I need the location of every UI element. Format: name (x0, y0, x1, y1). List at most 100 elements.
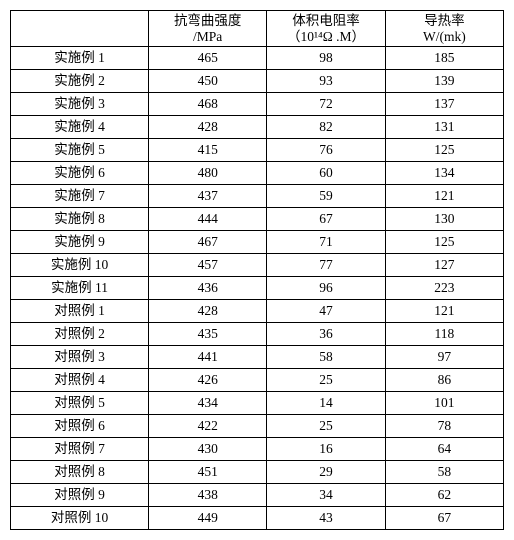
table-head: 抗弯曲强度 /MPa 体积电阻率 （10¹⁴Ω .M） 导热率 W/(mk) (11, 11, 504, 47)
cell-volume-resistivity: 58 (267, 346, 385, 369)
cell-thermal-conductivity: 185 (385, 47, 503, 70)
cell-thermal-conductivity: 97 (385, 346, 503, 369)
cell-flexural-strength: 451 (149, 461, 267, 484)
table-row: 实施例 541576125 (11, 139, 504, 162)
cell-flexural-strength: 438 (149, 484, 267, 507)
table-row: 对照例 543414101 (11, 392, 504, 415)
cell-volume-resistivity: 71 (267, 231, 385, 254)
cell-volume-resistivity: 36 (267, 323, 385, 346)
row-label: 对照例 6 (11, 415, 149, 438)
cell-flexural-strength: 444 (149, 208, 267, 231)
cell-volume-resistivity: 72 (267, 93, 385, 116)
cell-flexural-strength: 435 (149, 323, 267, 346)
col-header-3-line1: 导热率 (390, 13, 499, 29)
data-table: 抗弯曲强度 /MPa 体积电阻率 （10¹⁴Ω .M） 导热率 W/(mk) 实… (10, 10, 504, 530)
cell-thermal-conductivity: 131 (385, 116, 503, 139)
col-header-3: 导热率 W/(mk) (385, 11, 503, 47)
table-row: 对照例 243536118 (11, 323, 504, 346)
cell-thermal-conductivity: 101 (385, 392, 503, 415)
col-header-3-line2: W/(mk) (390, 29, 499, 45)
row-label: 对照例 2 (11, 323, 149, 346)
cell-thermal-conductivity: 118 (385, 323, 503, 346)
cell-flexural-strength: 468 (149, 93, 267, 116)
cell-volume-resistivity: 82 (267, 116, 385, 139)
col-header-2: 体积电阻率 （10¹⁴Ω .M） (267, 11, 385, 47)
cell-flexural-strength: 449 (149, 507, 267, 530)
table-row: 实施例 146598185 (11, 47, 504, 70)
row-label: 实施例 5 (11, 139, 149, 162)
row-label: 实施例 7 (11, 185, 149, 208)
row-label: 实施例 4 (11, 116, 149, 139)
cell-volume-resistivity: 29 (267, 461, 385, 484)
row-label: 对照例 4 (11, 369, 149, 392)
cell-flexural-strength: 436 (149, 277, 267, 300)
cell-thermal-conductivity: 130 (385, 208, 503, 231)
cell-thermal-conductivity: 137 (385, 93, 503, 116)
row-label: 对照例 5 (11, 392, 149, 415)
table-row: 对照例 94383462 (11, 484, 504, 507)
table-row: 实施例 648060134 (11, 162, 504, 185)
table-row: 实施例 245093139 (11, 70, 504, 93)
table-row: 对照例 64222578 (11, 415, 504, 438)
table-body: 实施例 146598185实施例 245093139实施例 346872137实… (11, 47, 504, 530)
cell-volume-resistivity: 43 (267, 507, 385, 530)
cell-volume-resistivity: 67 (267, 208, 385, 231)
cell-flexural-strength: 428 (149, 300, 267, 323)
col-header-2-line1: 体积电阻率 (271, 13, 380, 29)
cell-flexural-strength: 450 (149, 70, 267, 93)
col-header-2-line2: （10¹⁴Ω .M） (271, 29, 380, 45)
cell-volume-resistivity: 77 (267, 254, 385, 277)
cell-volume-resistivity: 25 (267, 369, 385, 392)
cell-thermal-conductivity: 62 (385, 484, 503, 507)
table-row: 实施例 346872137 (11, 93, 504, 116)
row-label: 实施例 11 (11, 277, 149, 300)
row-label: 实施例 10 (11, 254, 149, 277)
row-label: 对照例 3 (11, 346, 149, 369)
cell-thermal-conductivity: 121 (385, 300, 503, 323)
row-label: 实施例 8 (11, 208, 149, 231)
table-row: 对照例 34415897 (11, 346, 504, 369)
cell-volume-resistivity: 96 (267, 277, 385, 300)
table-row: 对照例 142847121 (11, 300, 504, 323)
cell-flexural-strength: 441 (149, 346, 267, 369)
row-label: 对照例 9 (11, 484, 149, 507)
cell-flexural-strength: 480 (149, 162, 267, 185)
row-label: 对照例 8 (11, 461, 149, 484)
cell-flexural-strength: 415 (149, 139, 267, 162)
table-row: 实施例 1143696223 (11, 277, 504, 300)
cell-thermal-conductivity: 67 (385, 507, 503, 530)
col-header-1-line1: 抗弯曲强度 (153, 13, 262, 29)
cell-thermal-conductivity: 223 (385, 277, 503, 300)
table-row: 对照例 104494367 (11, 507, 504, 530)
row-label: 实施例 2 (11, 70, 149, 93)
table-row: 实施例 946771125 (11, 231, 504, 254)
cell-volume-resistivity: 16 (267, 438, 385, 461)
table-row: 实施例 743759121 (11, 185, 504, 208)
cell-flexural-strength: 457 (149, 254, 267, 277)
cell-volume-resistivity: 60 (267, 162, 385, 185)
table-row: 对照例 44262586 (11, 369, 504, 392)
cell-volume-resistivity: 14 (267, 392, 385, 415)
row-label: 实施例 6 (11, 162, 149, 185)
cell-flexural-strength: 437 (149, 185, 267, 208)
cell-thermal-conductivity: 58 (385, 461, 503, 484)
cell-volume-resistivity: 98 (267, 47, 385, 70)
cell-flexural-strength: 426 (149, 369, 267, 392)
cell-thermal-conductivity: 139 (385, 70, 503, 93)
row-label: 实施例 9 (11, 231, 149, 254)
cell-volume-resistivity: 47 (267, 300, 385, 323)
cell-thermal-conductivity: 127 (385, 254, 503, 277)
row-label: 对照例 1 (11, 300, 149, 323)
table-row: 实施例 1045777127 (11, 254, 504, 277)
cell-thermal-conductivity: 121 (385, 185, 503, 208)
table-row: 实施例 844467130 (11, 208, 504, 231)
cell-volume-resistivity: 25 (267, 415, 385, 438)
cell-thermal-conductivity: 64 (385, 438, 503, 461)
header-row: 抗弯曲强度 /MPa 体积电阻率 （10¹⁴Ω .M） 导热率 W/(mk) (11, 11, 504, 47)
table-row: 对照例 84512958 (11, 461, 504, 484)
cell-thermal-conductivity: 78 (385, 415, 503, 438)
row-label: 对照例 10 (11, 507, 149, 530)
cell-volume-resistivity: 59 (267, 185, 385, 208)
cell-thermal-conductivity: 134 (385, 162, 503, 185)
col-header-1-line2: /MPa (153, 29, 262, 45)
